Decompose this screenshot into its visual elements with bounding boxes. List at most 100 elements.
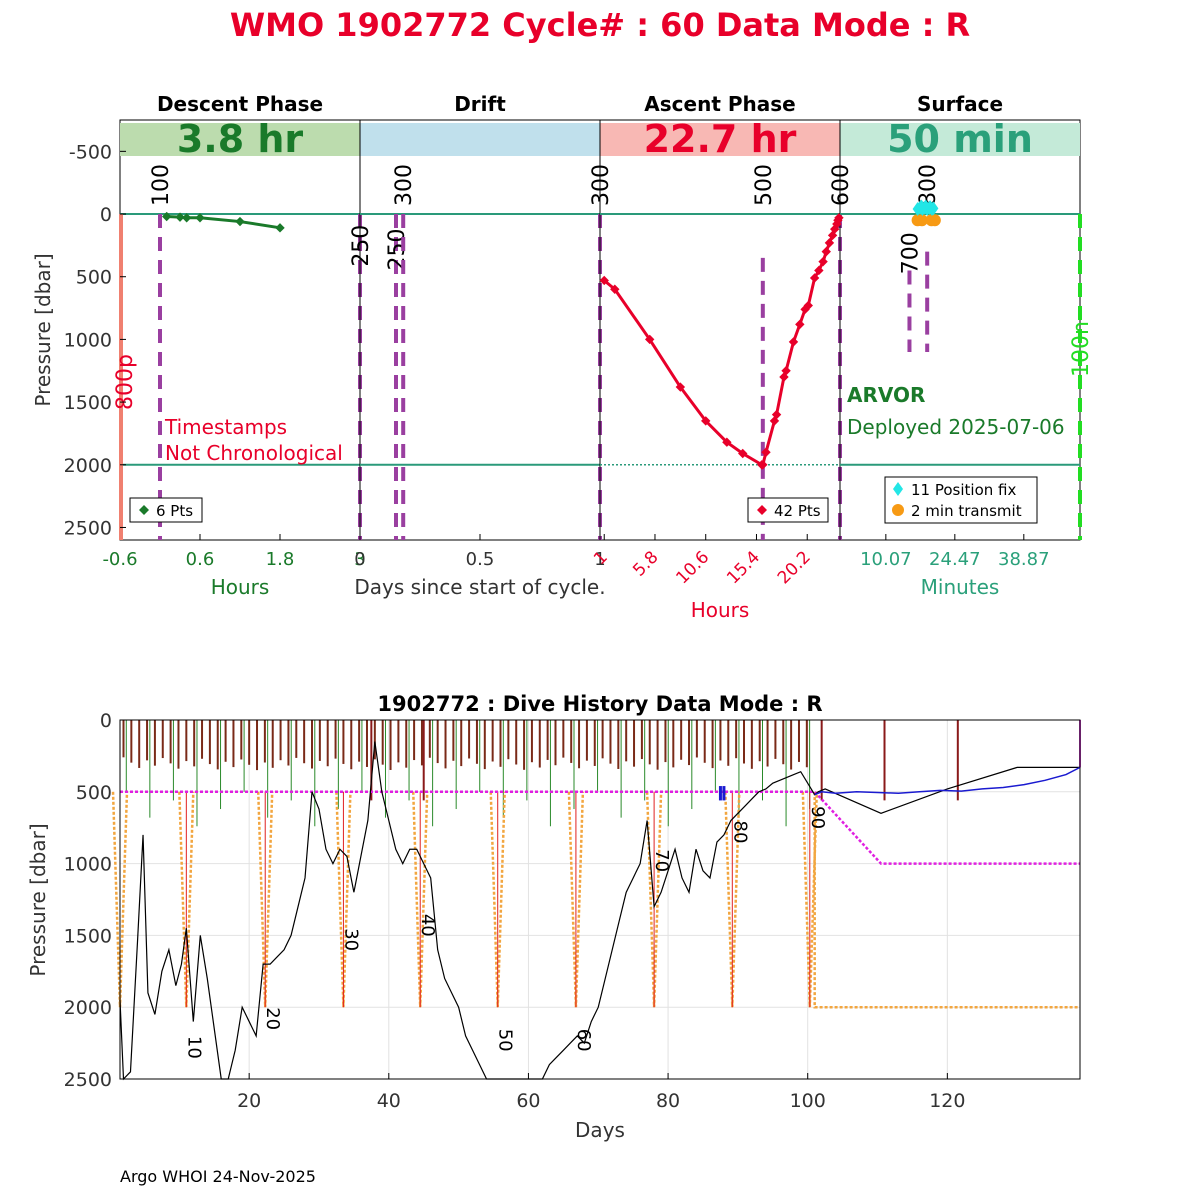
x-tick-drift: 0 bbox=[354, 549, 365, 570]
cycle-number-label: 40 bbox=[417, 914, 438, 937]
x-tick-label: 120 bbox=[929, 1090, 965, 1112]
cycle-marker-label: 600 bbox=[829, 164, 854, 206]
y-tick-label: 2000 bbox=[64, 455, 112, 477]
x-tick-ascent: 20.2 bbox=[774, 547, 815, 588]
ascent-point bbox=[761, 447, 771, 457]
ascent-point bbox=[644, 334, 655, 345]
ascent-point bbox=[781, 366, 791, 376]
cycle-marker-label: 100 bbox=[149, 164, 174, 206]
ascent-profile-line bbox=[603, 217, 841, 467]
annotation-line: Timestamps bbox=[164, 415, 287, 439]
x-tick-descent: 3 bbox=[354, 549, 365, 570]
ascent-point bbox=[722, 437, 732, 447]
x-unit-ascent: Hours bbox=[691, 598, 750, 622]
y-tick-label: 500 bbox=[76, 267, 112, 289]
float-type: ARVOR bbox=[847, 383, 925, 407]
ascent-point bbox=[771, 409, 782, 420]
x-tick-drift: 1 bbox=[594, 549, 605, 570]
y-tick-label: 2500 bbox=[64, 517, 112, 539]
page-title: WMO 1902772 Cycle# : 60 Data Mode : R bbox=[230, 6, 970, 44]
ascent-point bbox=[809, 273, 820, 283]
y-tick-label: 1500 bbox=[64, 925, 112, 947]
ascent-point bbox=[701, 416, 711, 426]
side-label: 800p bbox=[113, 354, 138, 410]
cycle-profile-y-label: Pressure [dbar] bbox=[31, 253, 55, 406]
cycle-number-label: 50 bbox=[495, 1029, 516, 1052]
transmit-point bbox=[928, 214, 941, 227]
ascent-point bbox=[803, 300, 813, 311]
cycle-marker-label: 300 bbox=[392, 164, 417, 206]
cycle-profile-y-axis: -500 0 500 1000 1500 2000 2500 bbox=[64, 141, 126, 539]
cycle-marker-label: 500 bbox=[752, 164, 777, 206]
x-tick-ascent: 15.4 bbox=[723, 547, 764, 588]
band-descent bbox=[120, 123, 360, 156]
band-drift bbox=[360, 123, 600, 156]
cycle-number-label: 30 bbox=[340, 928, 361, 951]
phase-header-surface: Surface bbox=[917, 92, 1003, 116]
cycle-number-label: 80 bbox=[729, 821, 750, 844]
x-unit-surface: Minutes bbox=[921, 575, 1000, 599]
ascent-point bbox=[827, 230, 838, 241]
cycle-marker-label: 250 bbox=[349, 225, 374, 267]
phase-duration-surface: 50 min bbox=[887, 117, 1033, 161]
x-tick-descent: -0.6 bbox=[102, 549, 137, 570]
ascent-point bbox=[599, 275, 609, 286]
x-tick-surface: 24.47 bbox=[929, 549, 981, 570]
y-tick-label: 1500 bbox=[64, 392, 112, 414]
cycle-marker-label: 100n bbox=[1069, 321, 1094, 377]
x-tick-label: 80 bbox=[656, 1090, 680, 1112]
x-tick-label: 40 bbox=[377, 1090, 401, 1112]
descent-point bbox=[181, 213, 192, 223]
descent-point bbox=[161, 211, 172, 222]
x-tick-label: 20 bbox=[237, 1090, 261, 1112]
drift-track-line bbox=[814, 766, 1081, 796]
y-tick-label: 2000 bbox=[64, 997, 112, 1019]
position-fix-point bbox=[928, 201, 939, 216]
dive-history-y-label: Pressure [dbar] bbox=[26, 823, 50, 976]
x-unit-descent: Hours bbox=[211, 575, 270, 599]
y-tick-label: 2500 bbox=[64, 1069, 112, 1091]
ascent-point bbox=[675, 382, 686, 392]
dive-history-chart: 1902772 : Dive History Data Mode : R 102… bbox=[26, 692, 1081, 1142]
descent-point bbox=[235, 216, 245, 227]
cycle-marker-label: 700 bbox=[898, 232, 923, 274]
y-tick-label: -500 bbox=[69, 141, 112, 163]
descent-point bbox=[175, 212, 185, 222]
x-tick-surface: 10.07 bbox=[860, 549, 912, 570]
footer-credit: Argo WHOI 24-Nov-2025 bbox=[120, 1167, 316, 1186]
ascent-point bbox=[758, 460, 768, 470]
y-tick-label: 0 bbox=[100, 204, 112, 226]
legend-marker-position bbox=[893, 482, 903, 496]
ascent-point bbox=[814, 265, 824, 276]
ascent-point bbox=[788, 337, 799, 347]
x-tick-ascent: 1 bbox=[590, 547, 612, 569]
x-tick-descent: 0.6 bbox=[186, 549, 215, 570]
band-surface bbox=[840, 123, 1080, 156]
cycle-marker-label: 800 bbox=[916, 164, 941, 206]
deploy-date: Deployed 2025-07-06 bbox=[847, 415, 1065, 439]
ascent-point bbox=[738, 448, 748, 459]
legend-marker-descent bbox=[139, 505, 149, 515]
profile-target-line bbox=[120, 790, 1080, 1009]
bottom-track-line bbox=[119, 741, 1080, 1081]
x-tick-label: 60 bbox=[516, 1090, 540, 1112]
legend-label-ascent: 42 Pts bbox=[774, 502, 821, 520]
dive-history-plot-area bbox=[119, 719, 1081, 1080]
phase-header-drift: Drift bbox=[454, 92, 506, 116]
legend-marker-ascent bbox=[757, 505, 767, 515]
legend-label-position: 11 Position fix bbox=[911, 481, 1016, 499]
legend-marker-transmit bbox=[892, 504, 904, 516]
descent-point bbox=[195, 213, 205, 223]
ascent-point bbox=[821, 246, 831, 257]
x-tick-descent: 1.8 bbox=[266, 549, 295, 570]
cycle-marker-label: 300 bbox=[589, 164, 614, 206]
band-ascent bbox=[600, 123, 840, 156]
annotation-line: Not Chronological bbox=[165, 441, 343, 465]
descent-point bbox=[275, 223, 285, 233]
legend-label-transmit: 2 min transmit bbox=[911, 502, 1022, 520]
cycle-profile-x-label: Days since start of cycle. bbox=[354, 575, 605, 599]
